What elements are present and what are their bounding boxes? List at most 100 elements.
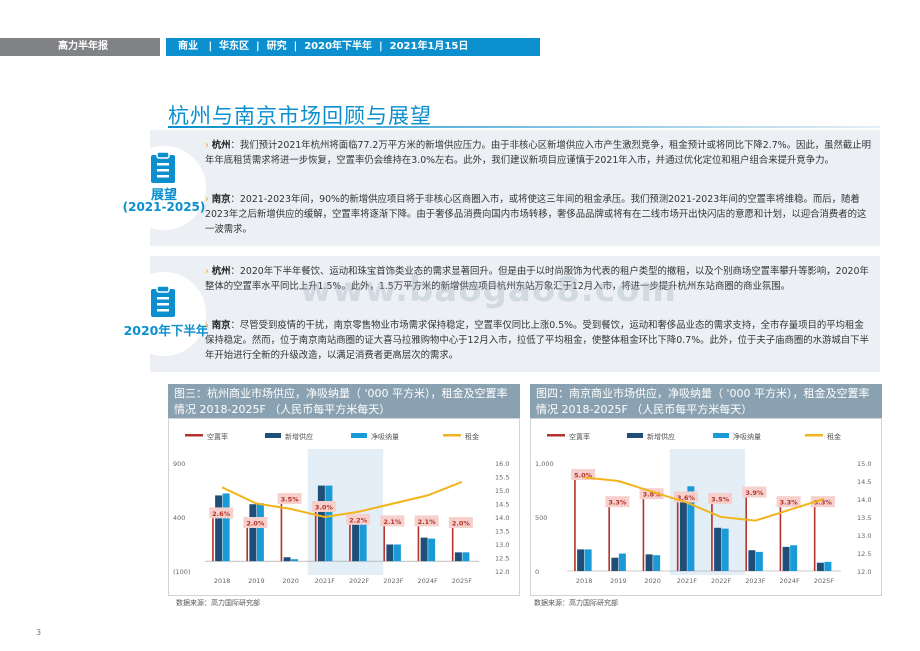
chart2-legend-swatch [547, 434, 565, 437]
chart1-vacancy-label: 3.0% [315, 504, 334, 512]
chart1-vacancy-label: 3.5% [281, 496, 300, 504]
chart2-vacancy-label: 3.8% [643, 491, 662, 499]
chart2-vacancy-label: 3.6% [677, 494, 696, 502]
chart1-new-supply-bar [386, 544, 394, 562]
chart2-y-tick: 0 [535, 568, 539, 576]
chart1-legend-label: 租金 [465, 432, 479, 441]
chart2-x-tick: 2021F [677, 577, 698, 585]
chart1-new-supply-bar [283, 557, 291, 562]
chart2-legend-swatch [627, 433, 643, 438]
chart2-vacancy-label-bg [605, 496, 630, 508]
chart2-x-tick: 2022F [711, 577, 732, 585]
chart2-vacancy-bar [574, 471, 576, 571]
report-series-label: 高力半年报 [0, 38, 160, 56]
chart1-frame: 空置率 新增供应 净吸纳量 租金 (100) 400 900 12.0 12.5 13.0 13.5… [168, 418, 520, 596]
chart1-legend-label: 新增供应 [285, 432, 313, 441]
chart2-net-absorption-bar [721, 528, 729, 571]
chart2-frame: 空置率 新增供应 净吸纳量 租金 0 500 1,000 12.0 12.5 13.0 13.5 14… [530, 418, 882, 596]
chart2-new-supply-bar [611, 557, 619, 571]
chart2-vacancy-label-bg [776, 496, 801, 508]
chart1-net-absorption-bar [222, 493, 230, 562]
chart2-vacancy-label: 3.3% [608, 499, 627, 507]
chart1-y2-tick: 14.5 [495, 501, 509, 509]
chart1-vacancy-label: 2.0% [452, 520, 471, 528]
chart2-new-supply-bar [577, 549, 585, 571]
chart1-y2-tick: 15.5 [495, 474, 509, 482]
chart2-vacancy-bar [813, 498, 816, 571]
chart1-net-absorption-bar [462, 552, 470, 562]
outlook-nanjing-city: 南京 [211, 194, 231, 205]
chart2-net-absorption-bar [755, 551, 763, 571]
chart2-net-absorption-bar [618, 553, 626, 571]
chart1-rent-line [221, 480, 463, 518]
chart1-net-absorption-bar [428, 538, 436, 562]
chart2-new-supply-bar [748, 550, 756, 571]
chart2-vacancy-bar [745, 488, 747, 571]
chart2-vacancy-label: 3.3% [814, 499, 833, 507]
chart1-y-tick: (100) [173, 568, 190, 576]
chart2-source: 数据来源：高力国际研究部 [534, 599, 618, 607]
review-nanjing-city: 南京 [211, 320, 231, 331]
chart1-legend-swatch [185, 434, 203, 437]
chart2-vacancy-label-bg [639, 488, 664, 500]
chart1-y2-tick: 13.0 [495, 541, 509, 549]
chart2-x-tick: 2023F [745, 577, 766, 585]
outlook-label: 展望 [150, 188, 177, 203]
chart1-y2-tick: 15.0 [495, 487, 509, 495]
chart1-x-tick: 2022F [349, 577, 370, 585]
chart2-vacancy-label: 5.0% [574, 472, 593, 480]
chart1-x-tick: 2025F [452, 577, 473, 585]
chart1-net-absorption-bar [359, 516, 367, 562]
chart1-net-absorption-bar [256, 503, 264, 562]
chart1-y2-tick: 12.0 [495, 568, 509, 576]
chart2-legend-swatch [713, 433, 729, 438]
chart2-net-absorption-bar [790, 545, 798, 571]
chart1-vacancy-label-bg [414, 515, 439, 527]
chart1-vacancy-bar [383, 517, 385, 562]
chart1-vacancy-label-bg [346, 513, 371, 525]
chart1-y2-tick: 12.5 [495, 555, 509, 563]
chart2-vacancy-bar [676, 493, 679, 571]
chart2-legend-label: 净吸纳量 [733, 432, 761, 441]
title-divider [168, 126, 880, 128]
chart2-legend-swatch [805, 434, 823, 437]
chart1-legend-label: 净吸纳量 [371, 432, 399, 441]
chart1-vacancy-label-bg [243, 517, 268, 528]
chart1-net-absorption-bar [291, 559, 299, 562]
chart1-y-tick: 400 [173, 514, 185, 522]
chart2-x-tick: 2025F [814, 577, 835, 585]
review-section-bg [150, 256, 880, 372]
chart1-y-tick: 900 [173, 460, 185, 468]
chart1-legend-swatch [265, 433, 281, 438]
review-hangzhou-text: ：2020年下半年餐饮、运动和珠宝首饰类业态的需求显著回升。但是由于以时尚服饰为… [205, 266, 869, 292]
chart1-vacancy-bar [451, 519, 454, 562]
outlook-hangzhou-city: 杭州 [211, 140, 231, 151]
chart2-y2-tick: 12.0 [857, 568, 871, 576]
chart1-vacancy-label: 2.0% [246, 520, 265, 528]
chart2-vacancy-bar [711, 495, 713, 571]
chart2-y2-tick: 15.0 [857, 460, 871, 468]
chart1-vacancy-bar [246, 519, 248, 562]
chart1-vacancy-label-bg [311, 501, 336, 512]
chart1-legend-label: 空置率 [207, 432, 228, 441]
chart1-new-supply-bar [317, 485, 325, 562]
chart1-vacancy-label: 2.2% [349, 516, 368, 524]
chart1-new-supply-bar [420, 537, 428, 562]
chart1-y2-tick: 16.0 [495, 460, 509, 468]
chart2-y2-tick: 14.0 [857, 496, 871, 504]
chart2-legend-label: 租金 [827, 432, 841, 441]
chart2-y2-tick: 13.5 [857, 514, 871, 522]
chart2-y-tick: 1,000 [535, 460, 554, 468]
chart1-source: 数据来源：高力国际研究部 [176, 599, 260, 607]
chart2-vacancy-bar [779, 498, 782, 571]
chart1-vacancy-label-bg [380, 515, 405, 527]
chart1-net-absorption-bar [393, 544, 401, 562]
chart1-new-supply-bar [215, 495, 223, 562]
chart1-vacancy-label: 2.6% [212, 510, 231, 518]
chart1-vacancy-bar [280, 495, 283, 562]
chart1-new-supply-bar [352, 514, 360, 562]
chart2-net-absorption-bar [824, 561, 832, 571]
chart2-new-supply-bar [679, 502, 687, 571]
chart1-svg: 空置率 新增供应 净吸纳量 租金 (100) 400 900 12.0 12.5 13.0 13.5… [173, 432, 509, 585]
chart1-vacancy-bar [417, 517, 420, 562]
